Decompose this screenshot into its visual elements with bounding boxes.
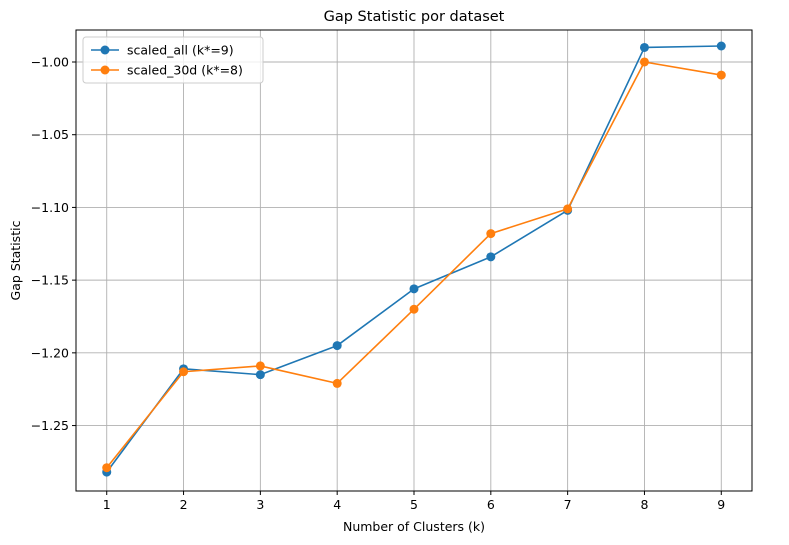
grid: [76, 30, 752, 491]
data-point: [179, 367, 189, 377]
data-point: [102, 463, 112, 473]
x-tick-label: 1: [103, 497, 111, 512]
y-tick-label: −1.15: [31, 273, 69, 288]
axes: 1 2 3 4 5 6 7 8 9 −1.25 −1.20 −1.15 −1.10 −1.05 −1.00: [31, 54, 726, 512]
x-tick-label: 8: [640, 497, 648, 512]
data-point: [409, 284, 419, 294]
y-tick-label: −1.05: [31, 127, 69, 142]
y-tick-label: −1.25: [31, 418, 69, 433]
x-tick-label: 3: [256, 497, 264, 512]
legend-marker: [100, 65, 110, 75]
data-point: [332, 341, 342, 351]
data-point: [639, 42, 649, 52]
data-point: [332, 378, 342, 388]
legend-label: scaled_30d (k*=8): [127, 63, 243, 78]
data-point: [255, 361, 265, 371]
y-tick-label: −1.20: [31, 345, 69, 360]
y-tick-label: −1.00: [31, 54, 69, 69]
x-tick-label: 4: [333, 497, 341, 512]
data-point: [486, 252, 496, 262]
x-tick-label: 7: [564, 497, 572, 512]
data-point: [716, 70, 726, 80]
x-tick-label: 9: [717, 497, 725, 512]
data-point: [563, 204, 573, 214]
x-tick-label: 2: [180, 497, 188, 512]
data-point: [409, 304, 419, 314]
data-point: [255, 370, 265, 380]
legend-box: [82, 36, 264, 84]
chart-title: Gap Statistic por dataset: [324, 9, 505, 25]
series-layer: [102, 41, 726, 477]
data-point: [639, 57, 649, 67]
y-tick-label: −1.10: [31, 200, 69, 215]
x-tick-label: 6: [487, 497, 495, 512]
legend-label: scaled_all (k*=9): [127, 43, 234, 58]
y-axis-title: Gap Statistic: [8, 220, 23, 300]
data-point: [716, 41, 726, 51]
x-tick-label: 5: [410, 497, 418, 512]
x-axis-title: Number of Clusters (k): [343, 519, 485, 534]
legend: scaled_all (k*=9) scaled_30d (k*=8): [82, 36, 264, 84]
legend-marker: [100, 45, 110, 55]
data-point: [486, 229, 496, 239]
